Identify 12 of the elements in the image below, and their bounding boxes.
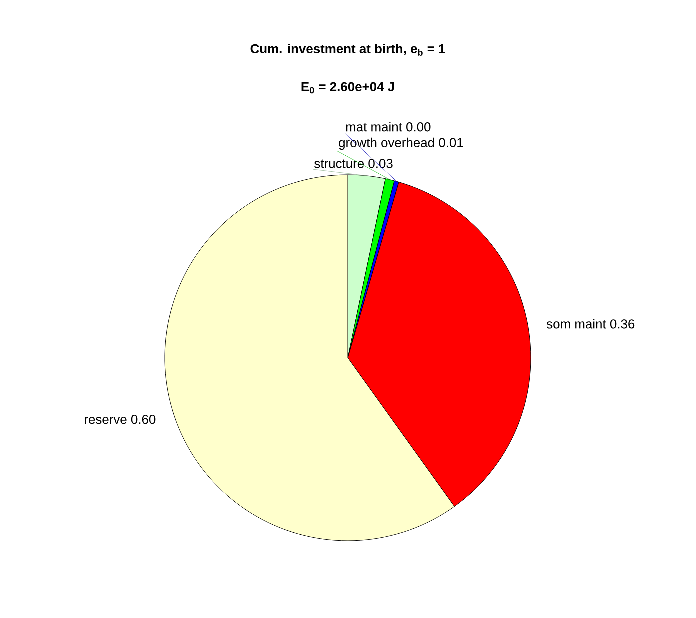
slice-label: som maint [546,319,606,329]
data-label: 0.03 [368,159,393,168]
slice-label: mat maint [346,122,402,132]
data-label: 0.60 [131,415,156,424]
data-label: 0.36 [610,320,635,329]
slice-label: growth overhead [339,138,434,150]
chart-title: Cum. investment at birth, e$_{b}$ = 1 [250,44,446,56]
data-label: 0.01 [439,138,464,148]
chart-subtitle: E$_{0}$ = 2.60e+04 J [302,82,394,94]
slice-label: reserve [85,417,127,424]
data-label: 0.00 [406,122,431,132]
slice-label: structure [314,160,364,168]
